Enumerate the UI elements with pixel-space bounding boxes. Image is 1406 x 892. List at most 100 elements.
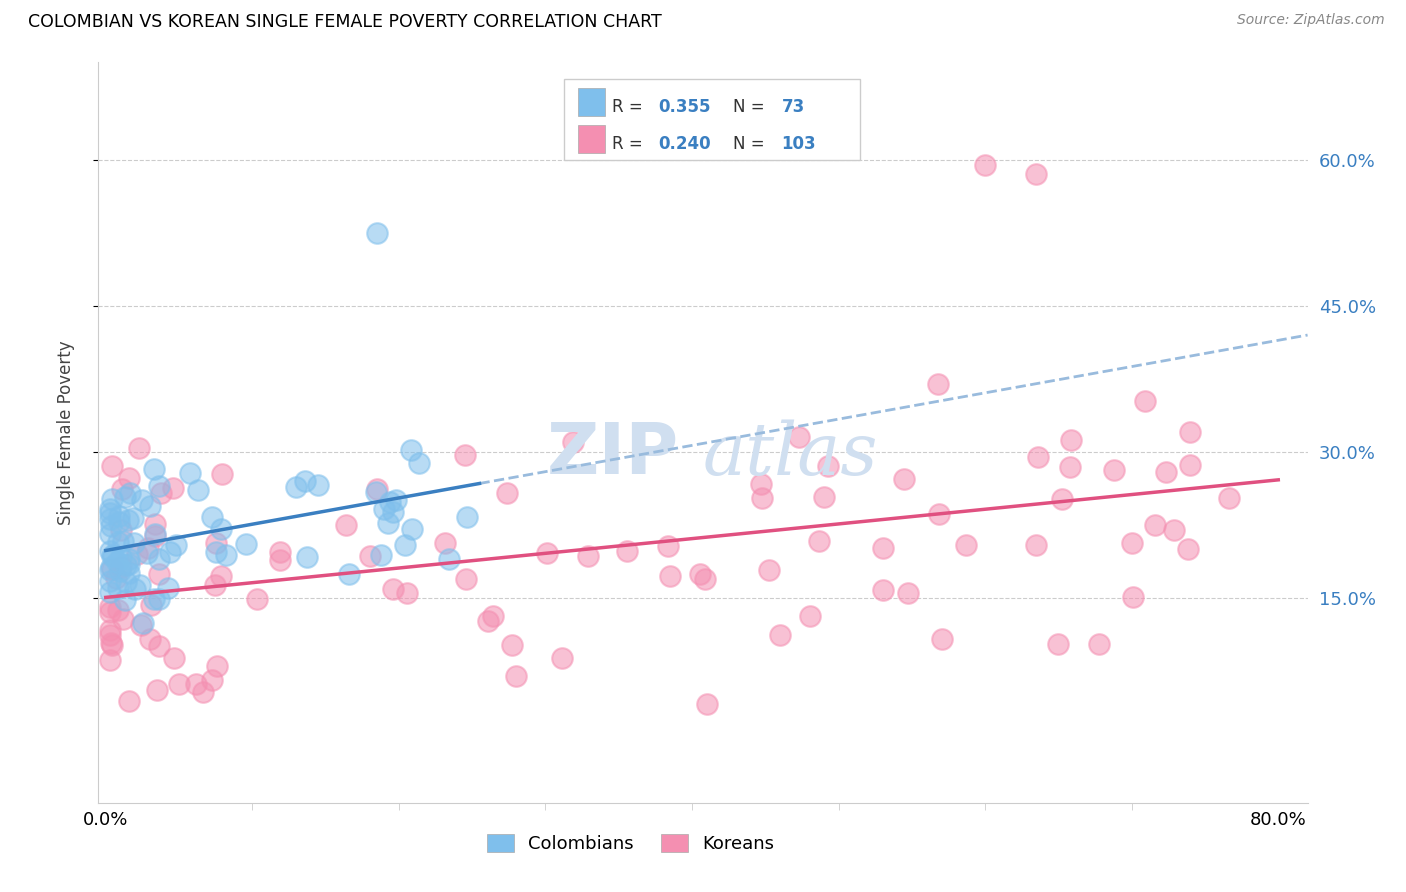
Point (370, 548, 392, 562)
Point (269, 553, 291, 567)
Point (1154, 465, 1177, 479)
Point (295, 550, 318, 565)
Text: 0.240: 0.240 (658, 135, 711, 153)
Bar (578, 87, 605, 116)
Point (1046, 637, 1069, 651)
Point (101, 548, 124, 562)
Point (439, 551, 461, 566)
Point (156, 581, 179, 595)
Text: 103: 103 (782, 135, 817, 153)
Point (98, 574, 121, 588)
Point (100, 636, 122, 650)
Point (98, 502, 121, 516)
Point (98, 512, 121, 526)
Point (454, 449, 477, 463)
Point (162, 482, 184, 496)
Point (373, 502, 395, 516)
Point (931, 632, 953, 647)
Point (536, 546, 558, 560)
Text: N =: N = (734, 135, 770, 153)
Point (433, 536, 456, 550)
Point (118, 558, 141, 572)
Point (307, 478, 329, 492)
Point (110, 564, 132, 578)
Point (477, 615, 499, 629)
Point (132, 615, 155, 630)
Point (1144, 518, 1167, 533)
Point (115, 558, 138, 572)
Point (1102, 463, 1125, 477)
Point (399, 443, 422, 458)
Point (337, 567, 360, 582)
Point (139, 598, 162, 612)
Point (143, 529, 166, 543)
Point (114, 574, 136, 589)
Point (128, 441, 150, 455)
Point (1178, 458, 1201, 473)
Point (98, 653, 121, 667)
Point (117, 471, 139, 485)
Point (616, 544, 638, 558)
Point (893, 472, 915, 486)
Bar (564, 78, 860, 161)
Point (394, 537, 416, 551)
Text: atlas: atlas (703, 419, 879, 490)
Point (561, 434, 583, 449)
Point (111, 482, 134, 496)
Point (101, 549, 124, 563)
Point (505, 669, 527, 683)
Point (928, 508, 950, 522)
Point (751, 491, 773, 505)
Text: R =: R = (613, 135, 648, 153)
Point (117, 566, 139, 581)
Text: ZIP: ZIP (547, 420, 679, 490)
Point (204, 577, 226, 591)
Point (98, 584, 121, 599)
Point (769, 628, 792, 642)
Point (124, 582, 146, 596)
Point (120, 486, 142, 500)
Point (98, 563, 121, 577)
Point (1122, 590, 1144, 604)
Point (98, 605, 121, 619)
Point (205, 536, 228, 550)
Text: R =: R = (613, 98, 648, 116)
Point (148, 479, 170, 493)
Point (121, 511, 143, 525)
Point (110, 560, 132, 574)
Point (799, 609, 821, 624)
Point (163, 651, 186, 665)
Point (377, 516, 399, 531)
Point (974, 158, 997, 172)
Point (209, 522, 232, 536)
Point (366, 482, 388, 496)
Point (110, 550, 132, 565)
Point (139, 632, 162, 646)
Point (576, 549, 599, 564)
Point (209, 568, 232, 582)
Point (294, 474, 316, 488)
Point (128, 578, 150, 592)
Point (148, 566, 170, 581)
Point (148, 552, 170, 566)
Point (1121, 536, 1143, 550)
Point (381, 505, 404, 519)
Point (1025, 538, 1047, 552)
Point (211, 467, 233, 482)
Point (1133, 393, 1156, 408)
Point (285, 479, 308, 493)
Point (98, 544, 121, 558)
Point (551, 651, 574, 665)
Point (817, 458, 839, 473)
Text: 73: 73 (782, 98, 804, 116)
Point (696, 698, 718, 712)
Point (215, 548, 238, 562)
Point (135, 546, 157, 560)
Point (695, 572, 717, 586)
Point (114, 490, 136, 504)
Point (129, 617, 152, 632)
Point (1218, 491, 1240, 505)
Point (496, 485, 519, 500)
Point (107, 602, 129, 616)
Point (111, 534, 134, 549)
